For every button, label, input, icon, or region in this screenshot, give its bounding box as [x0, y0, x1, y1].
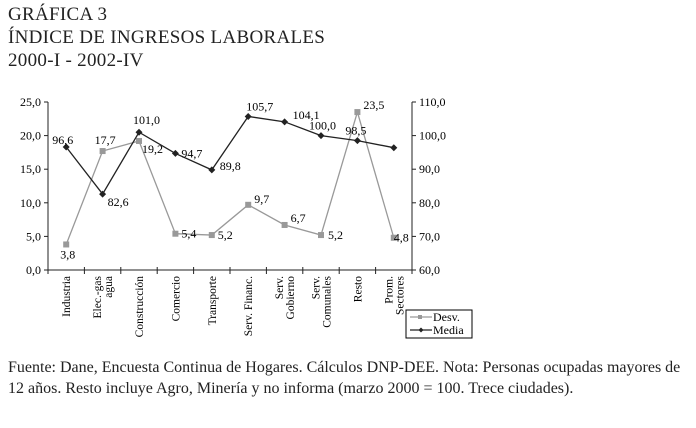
data-point [354, 109, 361, 116]
data-label: 100,0 [309, 119, 336, 133]
data-label: 6,7 [291, 211, 306, 225]
data-label: 3,8 [60, 247, 75, 261]
data-point [208, 166, 216, 174]
data-point [172, 230, 179, 237]
chart-number: GRÁFICA 3 [8, 4, 108, 25]
data-point [245, 201, 252, 208]
data-point [318, 232, 324, 239]
data-point [62, 143, 70, 151]
data-point [171, 149, 179, 157]
data-point [390, 144, 398, 152]
data-point [208, 232, 215, 239]
data-label: 5,2 [328, 228, 343, 242]
x-category-label: Resto [352, 276, 364, 302]
footnote: Fuente: Dane, Encuesta Continua de Hogar… [8, 359, 681, 397]
data-label: 5,4 [181, 227, 196, 241]
line-chart: 0,0 5,0 10,0 15,0 20,0 25,0 60,0 70,0 80,0 90,0 10… [20, 95, 473, 339]
data-label: 82,6 [108, 195, 129, 209]
x-category-label: Prom. [383, 276, 395, 304]
legend [405, 309, 473, 339]
legend-marker [418, 327, 424, 333]
x-category-label: Elec.-gas [92, 275, 104, 318]
data-label: 105,7 [246, 99, 273, 113]
right-tick-label: 70,0 [419, 229, 440, 243]
data-label: 104,1 [293, 108, 320, 122]
legend-label: Desv. [433, 310, 460, 324]
data-point [353, 137, 361, 145]
x-category-label: Comunales [322, 275, 334, 327]
chart-title: ÍNDICE DE INGRESOS LABORALES [8, 27, 326, 48]
data-point [63, 241, 70, 248]
x-category-label: Industria [61, 276, 73, 317]
data-label: 5,2 [218, 228, 233, 242]
data-point [99, 190, 107, 198]
data-point [390, 234, 397, 241]
data-label: 23,5 [363, 98, 384, 112]
x-category-label: Serv. [311, 276, 323, 299]
data-point [99, 148, 106, 155]
data-label: 94,7 [181, 146, 202, 160]
data-point [136, 137, 142, 144]
left-tick-label: 25,0 [20, 95, 41, 109]
x-category-label: agua [103, 276, 115, 298]
left-tick-label: 20,0 [20, 129, 41, 143]
right-tick-label: 90,0 [419, 162, 440, 176]
x-category-label: Comercio [170, 276, 182, 322]
data-label: 96,6 [52, 133, 73, 147]
right-tick-label: 110,0 [419, 95, 446, 109]
x-category-label: Serv. Financ. [243, 276, 255, 336]
data-label: 4,8 [394, 231, 409, 245]
right-tick-label: 80,0 [419, 196, 440, 210]
x-category-label: Sectores [394, 275, 406, 314]
legend-marker [418, 315, 422, 319]
data-label: 89,8 [220, 159, 241, 173]
data-point [281, 221, 288, 228]
left-tick-label: 10,0 [20, 196, 41, 210]
x-category-label: Serv. [274, 276, 286, 299]
data-label: 9,7 [254, 192, 269, 206]
left-tick-label: 15,0 [20, 162, 41, 176]
series-line-media [65, 115, 394, 196]
data-point [135, 128, 143, 136]
x-category-label: Gobierno [285, 276, 297, 320]
chart-period: 2000-I - 2002-IV [8, 50, 144, 71]
data-point [281, 118, 289, 126]
left-tick-label: 0,0 [26, 263, 41, 277]
x-category-label: Construcción [134, 276, 146, 338]
data-point [317, 132, 325, 140]
data-label: 19,2 [142, 142, 163, 156]
legend-label: Media [433, 323, 464, 337]
data-label: 98,5 [345, 124, 366, 138]
x-category-label: Transporte [207, 276, 219, 325]
right-tick-label: 100,0 [419, 129, 446, 143]
right-tick-label: 60,0 [419, 263, 440, 277]
data-label: 17,7 [95, 133, 116, 147]
series-line-desv [65, 109, 395, 245]
data-label: 101,0 [133, 113, 160, 127]
data-point [244, 112, 252, 120]
left-tick-label: 5,0 [26, 229, 41, 243]
